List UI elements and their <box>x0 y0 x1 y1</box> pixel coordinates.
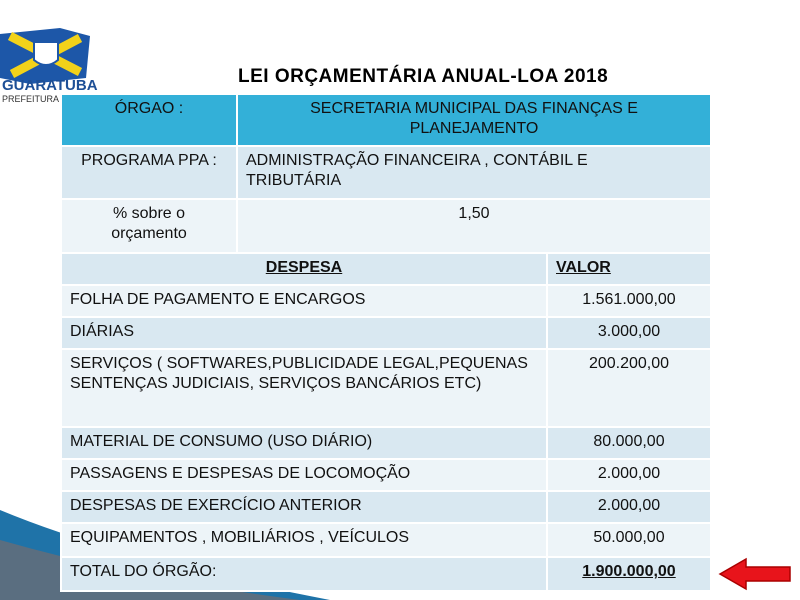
cell: % sobre o orçamento <box>60 198 238 254</box>
expense-name: MATERIAL DE CONSUMO (USO DIÁRIO) <box>60 426 548 460</box>
expense-row: EQUIPAMENTOS , MOBILIÁRIOS , VEÍCULOS 50.… <box>60 522 712 558</box>
info-row: PROGRAMA PPA : ADMINISTRAÇÃO FINANCEIRA … <box>60 145 712 200</box>
expense-value: 80.000,00 <box>546 426 712 460</box>
budget-table: ÓRGAO : SECRETARIA MUNICIPAL DAS FINANÇA… <box>60 93 712 592</box>
expense-row: SERVIÇOS ( SOFTWARES,PUBLICIDADE LEGAL,P… <box>60 348 712 428</box>
expense-name: DIÁRIAS <box>60 316 548 350</box>
cell: ÓRGAO : <box>60 93 238 147</box>
header-cell: VALOR <box>546 252 712 286</box>
info-row: ÓRGAO : SECRETARIA MUNICIPAL DAS FINANÇA… <box>60 93 712 147</box>
expense-value: 50.000,00 <box>546 522 712 558</box>
cell: ADMINISTRAÇÃO FINANCEIRA , CONTÁBIL E TR… <box>236 145 712 200</box>
expense-name: TOTAL DO ÓRGÃO: <box>60 556 548 592</box>
info-row: % sobre o orçamento 1,50 <box>60 198 712 254</box>
header-row: DESPESA VALOR <box>60 252 712 286</box>
expense-value: 2.000,00 <box>546 458 712 492</box>
header-cell: DESPESA <box>60 252 548 286</box>
expense-row: MATERIAL DE CONSUMO (USO DIÁRIO) 80.000,0… <box>60 426 712 460</box>
expense-name: SERVIÇOS ( SOFTWARES,PUBLICIDADE LEGAL,P… <box>60 348 548 428</box>
expense-name: EQUIPAMENTOS , MOBILIÁRIOS , VEÍCULOS <box>60 522 548 558</box>
logo-subtitle: PREFEITURA MU <box>2 94 76 104</box>
expense-value: 1.561.000,00 <box>546 284 712 318</box>
expense-row: FOLHA DE PAGAMENTO E ENCARGOS 1.561.000,0… <box>60 284 712 318</box>
logo-name: GUARATUBA <box>2 77 98 94</box>
expense-value: 2.000,00 <box>546 490 712 524</box>
cell: SECRETARIA MUNICIPAL DAS FINANÇAS E PLAN… <box>236 93 712 147</box>
expense-name: DESPESAS DE EXERCÍCIO ANTERIOR <box>60 490 548 524</box>
expense-name: FOLHA DE PAGAMENTO E ENCARGOS <box>60 284 548 318</box>
cell: 1,50 <box>236 198 712 254</box>
expense-row: TOTAL DO ÓRGÃO: 1.900.000,00 <box>60 556 712 592</box>
expense-row: DIÁRIAS 3.000,00 <box>60 316 712 350</box>
expense-value: 200.200,00 <box>546 348 712 428</box>
expense-name: PASSAGENS E DESPESAS DE LOCOMOÇÃO <box>60 458 548 492</box>
logo-flag <box>0 28 90 84</box>
expense-value: 3.000,00 <box>546 316 712 350</box>
expense-row: DESPESAS DE EXERCÍCIO ANTERIOR 2.000,00 <box>60 490 712 524</box>
title: LEI ORÇAMENTÁRIA ANUAL-LOA 2018 <box>238 66 609 87</box>
expense-row: PASSAGENS E DESPESAS DE LOCOMOÇÃO 2.000,0… <box>60 458 712 492</box>
expense-value: 1.900.000,00 <box>546 556 712 592</box>
red-arrow <box>718 557 791 591</box>
cell: PROGRAMA PPA : <box>60 145 238 200</box>
